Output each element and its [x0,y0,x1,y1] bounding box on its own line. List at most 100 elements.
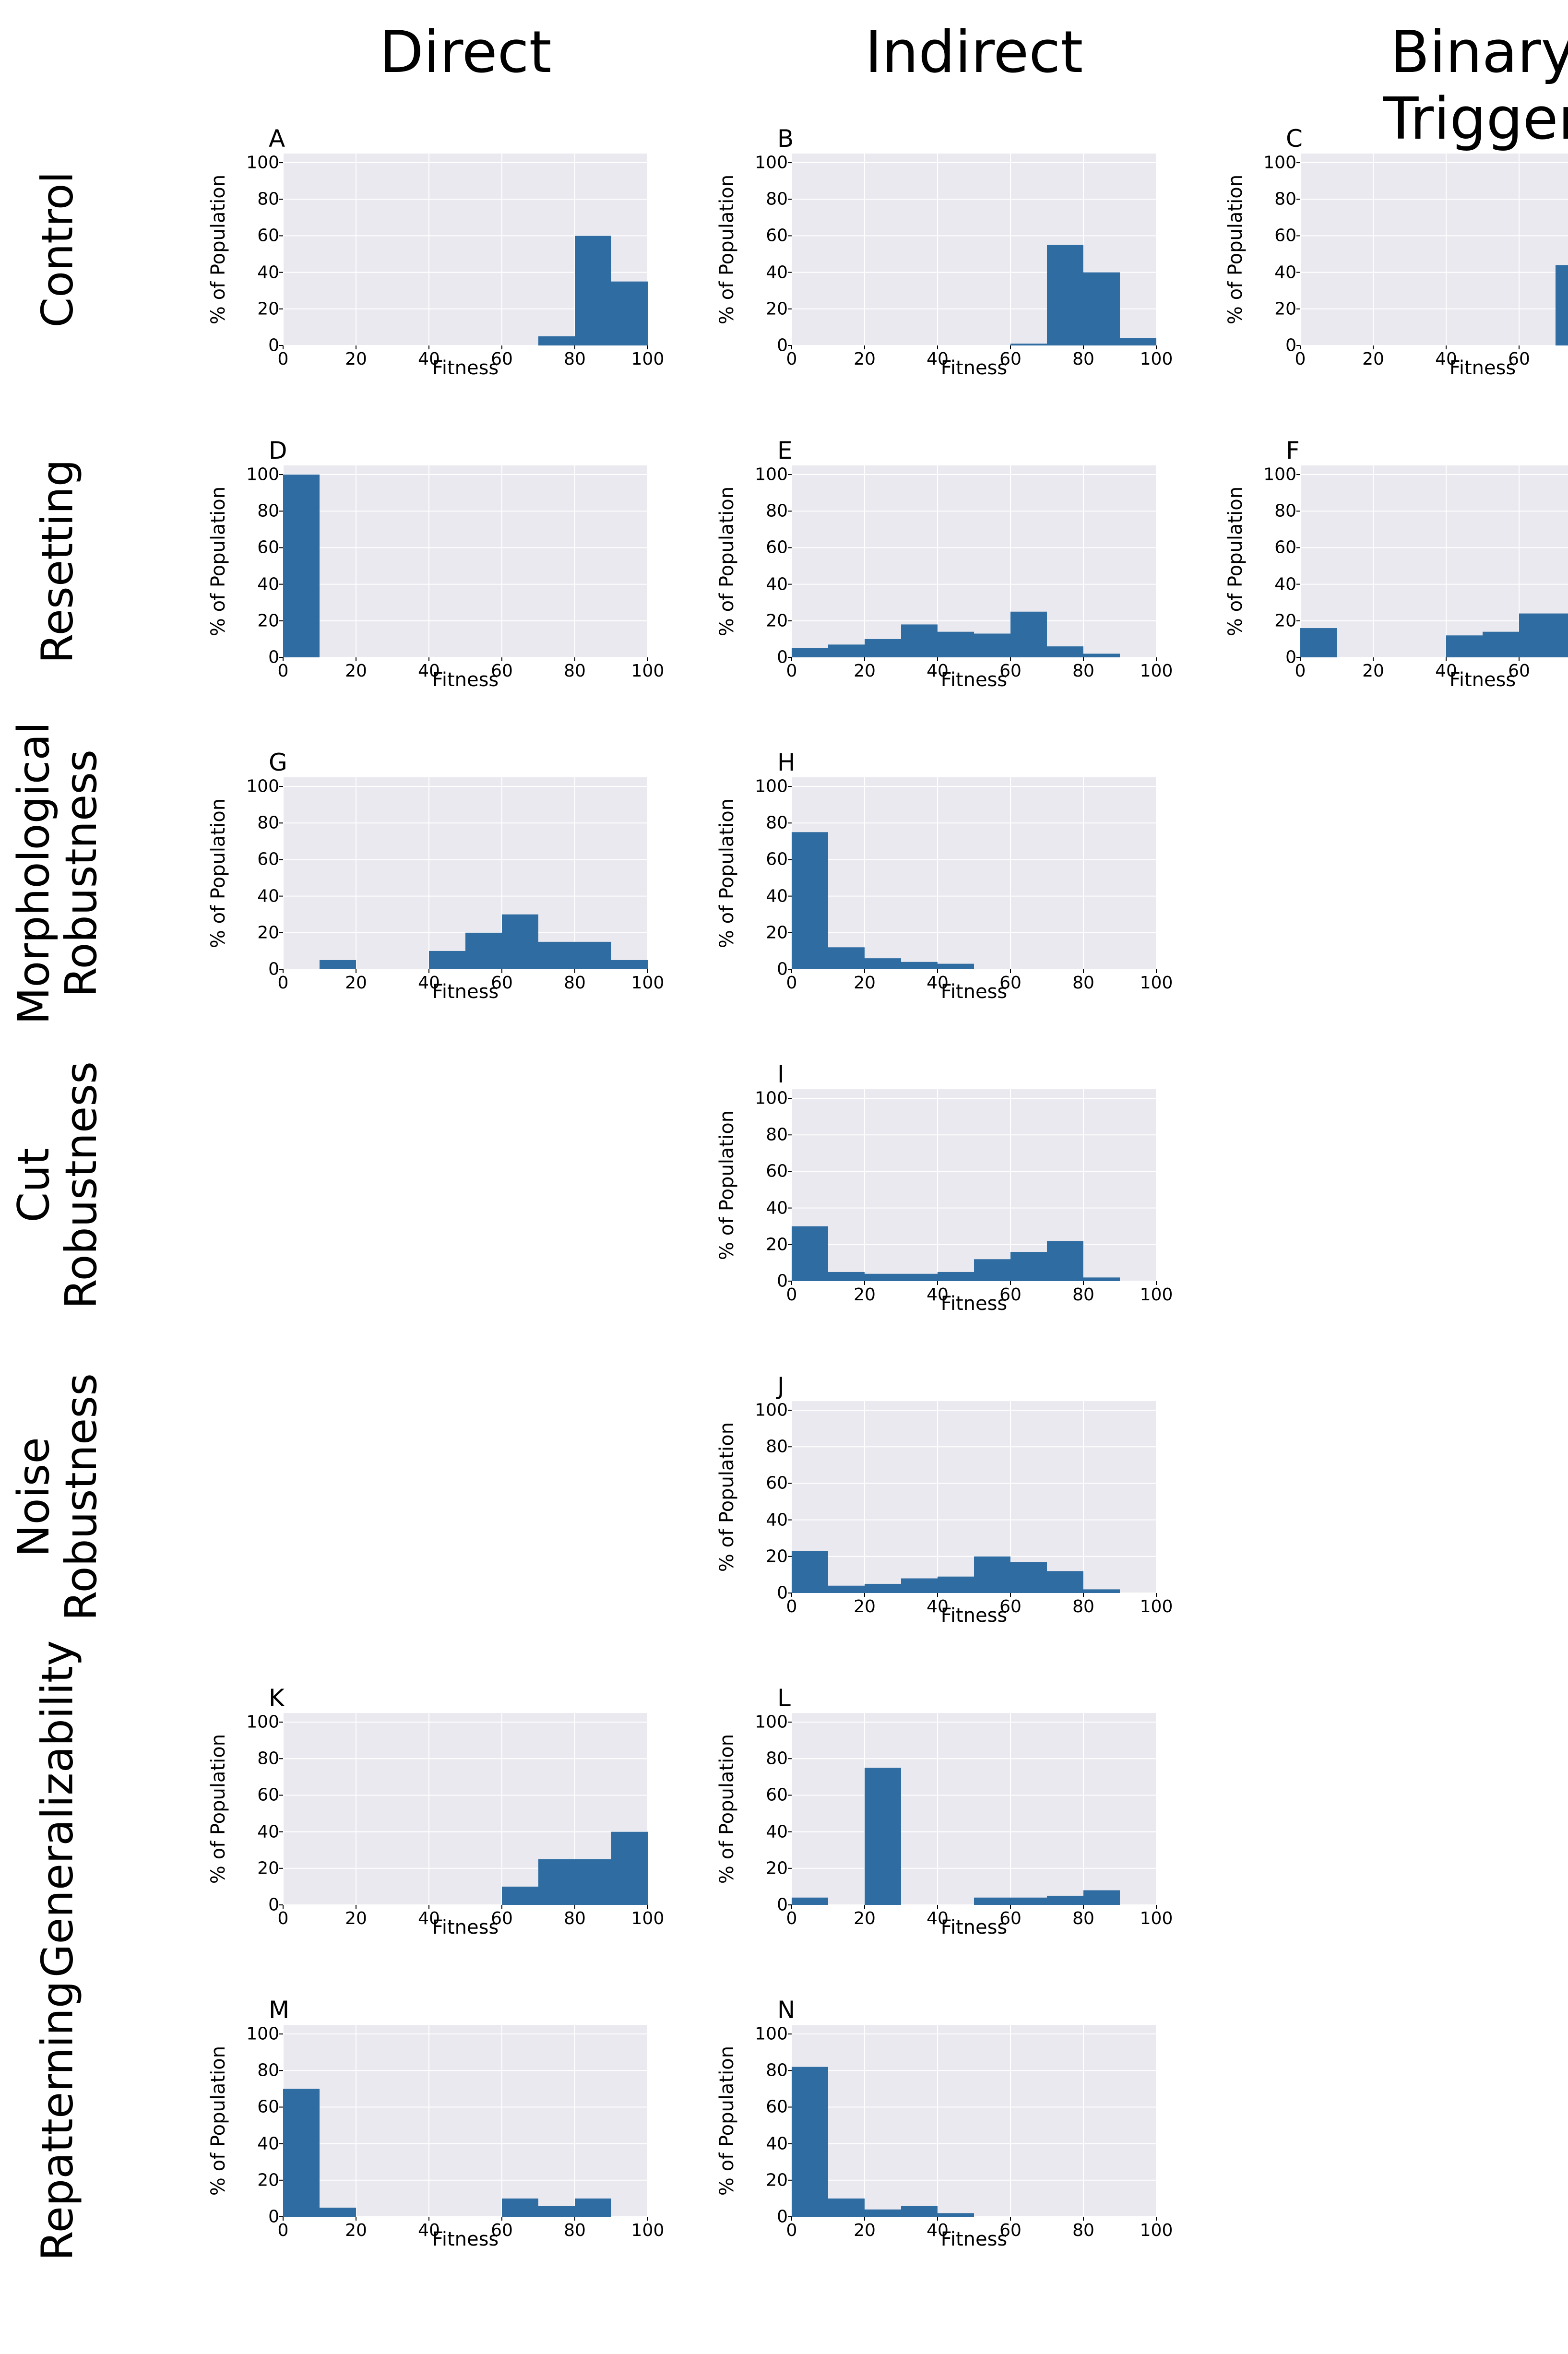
bar [575,236,611,345]
bar [865,1274,901,1281]
y-tick-label: 0 [777,2207,788,2227]
plot-area [792,777,1156,969]
y-tick-label: 0 [1285,336,1296,356]
y-tick-label: 60 [257,1785,279,1805]
bar [828,947,865,969]
panel-letter: N [777,1996,795,2024]
bar [1446,635,1483,657]
panel-L: 020406080100020406080100Fitness% of Popu… [792,1713,1156,1905]
panel-letter: G [269,749,287,776]
col-header-direct: Direct [379,19,551,86]
panel-A: 020406080100020406080100Fitness% of Popu… [283,154,648,345]
x-tick-label: 100 [1140,349,1173,369]
y-tick-label: 100 [1263,153,1296,173]
y-tick-label: 80 [257,190,279,209]
bar [575,1859,611,1905]
row-label-noise: Noise Robustness [10,1373,105,1621]
panel-letter: E [777,437,793,464]
y-tick-label: 80 [766,1749,788,1769]
x-tick-label: 80 [564,349,586,369]
y-tick-label: 100 [246,1712,279,1732]
y-tick-label: 0 [777,1272,788,1291]
y-tick-label: 40 [766,1510,788,1530]
y-tick-label: 0 [268,648,279,667]
bar [1300,628,1337,657]
panel-letter: D [269,437,287,464]
y-axis-label: % of Population [716,175,738,324]
y-tick-label: 0 [268,2207,279,2227]
plot-bg [283,2025,648,2217]
panel-H: 020406080100020406080100Fitness% of Popu… [792,777,1156,969]
bar [1083,654,1120,657]
bar [1120,338,1156,345]
y-tick-label: 80 [1274,501,1296,521]
bar [502,915,538,969]
bar [538,1859,575,1905]
y-tick-label: 60 [257,538,279,558]
y-tick-label: 100 [755,465,788,485]
x-tick-label: 20 [1362,349,1384,369]
y-tick-label: 60 [766,226,788,246]
bar [1010,612,1047,657]
panel-I: 020406080100020406080100Fitness% of Popu… [792,1089,1156,1281]
x-axis-label: Fitness [432,357,499,379]
bar [938,1272,974,1281]
y-tick-label: 100 [755,1089,788,1108]
y-tick-label: 20 [257,2170,279,2190]
y-tick-label: 40 [1274,574,1296,594]
y-axis-label: % of Population [716,1422,738,1572]
panel-letter: J [777,1372,784,1400]
y-tick-label: 20 [766,923,788,942]
bar [1010,1562,1047,1593]
panel-D: 020406080100020406080100Fitness% of Popu… [283,465,648,657]
bar [938,2213,974,2217]
y-tick-label: 60 [1274,538,1296,558]
y-tick-label: 100 [755,2024,788,2044]
y-tick-label: 80 [766,2061,788,2081]
y-tick-label: 40 [766,886,788,906]
plot-bg [792,777,1156,969]
x-tick-label: 100 [631,661,665,681]
plot-area [1300,154,1568,345]
x-axis-label: Fitness [432,1916,499,1938]
y-tick-label: 80 [257,501,279,521]
y-tick-label: 60 [766,2097,788,2117]
x-tick-label: 80 [564,661,586,681]
y-tick-label: 60 [257,2097,279,2117]
y-axis-label: % of Population [1224,175,1247,324]
y-tick-label: 20 [766,1858,788,1878]
x-axis-label: Fitness [941,1293,1008,1315]
bar [828,2199,865,2217]
panel-letter: F [1286,437,1300,464]
col-header-indirect: Indirect [865,19,1083,86]
bar [320,2208,356,2217]
plot-area [283,2025,648,2217]
x-axis-label: Fitness [941,1916,1008,1938]
x-tick-label: 20 [345,1909,367,1928]
y-axis-label: % of Population [207,2046,229,2196]
x-tick-label: 20 [854,349,876,369]
panel-letter: H [777,749,796,776]
x-tick-label: 100 [631,2221,665,2240]
x-tick-label: 20 [854,973,876,993]
y-tick-label: 80 [766,501,788,521]
bar [974,1259,1010,1281]
y-tick-label: 80 [766,813,788,833]
bar [1556,265,1568,345]
y-tick-label: 0 [777,1895,788,1915]
x-axis-label: Fitness [941,357,1008,379]
x-axis-label: Fitness [432,2228,499,2250]
row-label-resetting: Resetting [34,459,82,664]
bar [1519,614,1556,657]
y-tick-label: 100 [1263,465,1296,485]
x-axis-label: Fitness [432,669,499,691]
panel-B: 020406080100020406080100Fitness% of Popu… [792,154,1156,345]
x-tick-label: 20 [345,2221,367,2240]
y-tick-label: 80 [766,1125,788,1145]
plot-area [283,777,648,969]
panel-N: 020406080100020406080100Fitness% of Popu… [792,2025,1156,2217]
bar [1010,1898,1047,1905]
plot-bg [792,2025,1156,2217]
panel-C: 020406080100020406080100Fitness% of Popu… [1300,154,1568,345]
x-tick-label: 80 [1072,1597,1094,1617]
